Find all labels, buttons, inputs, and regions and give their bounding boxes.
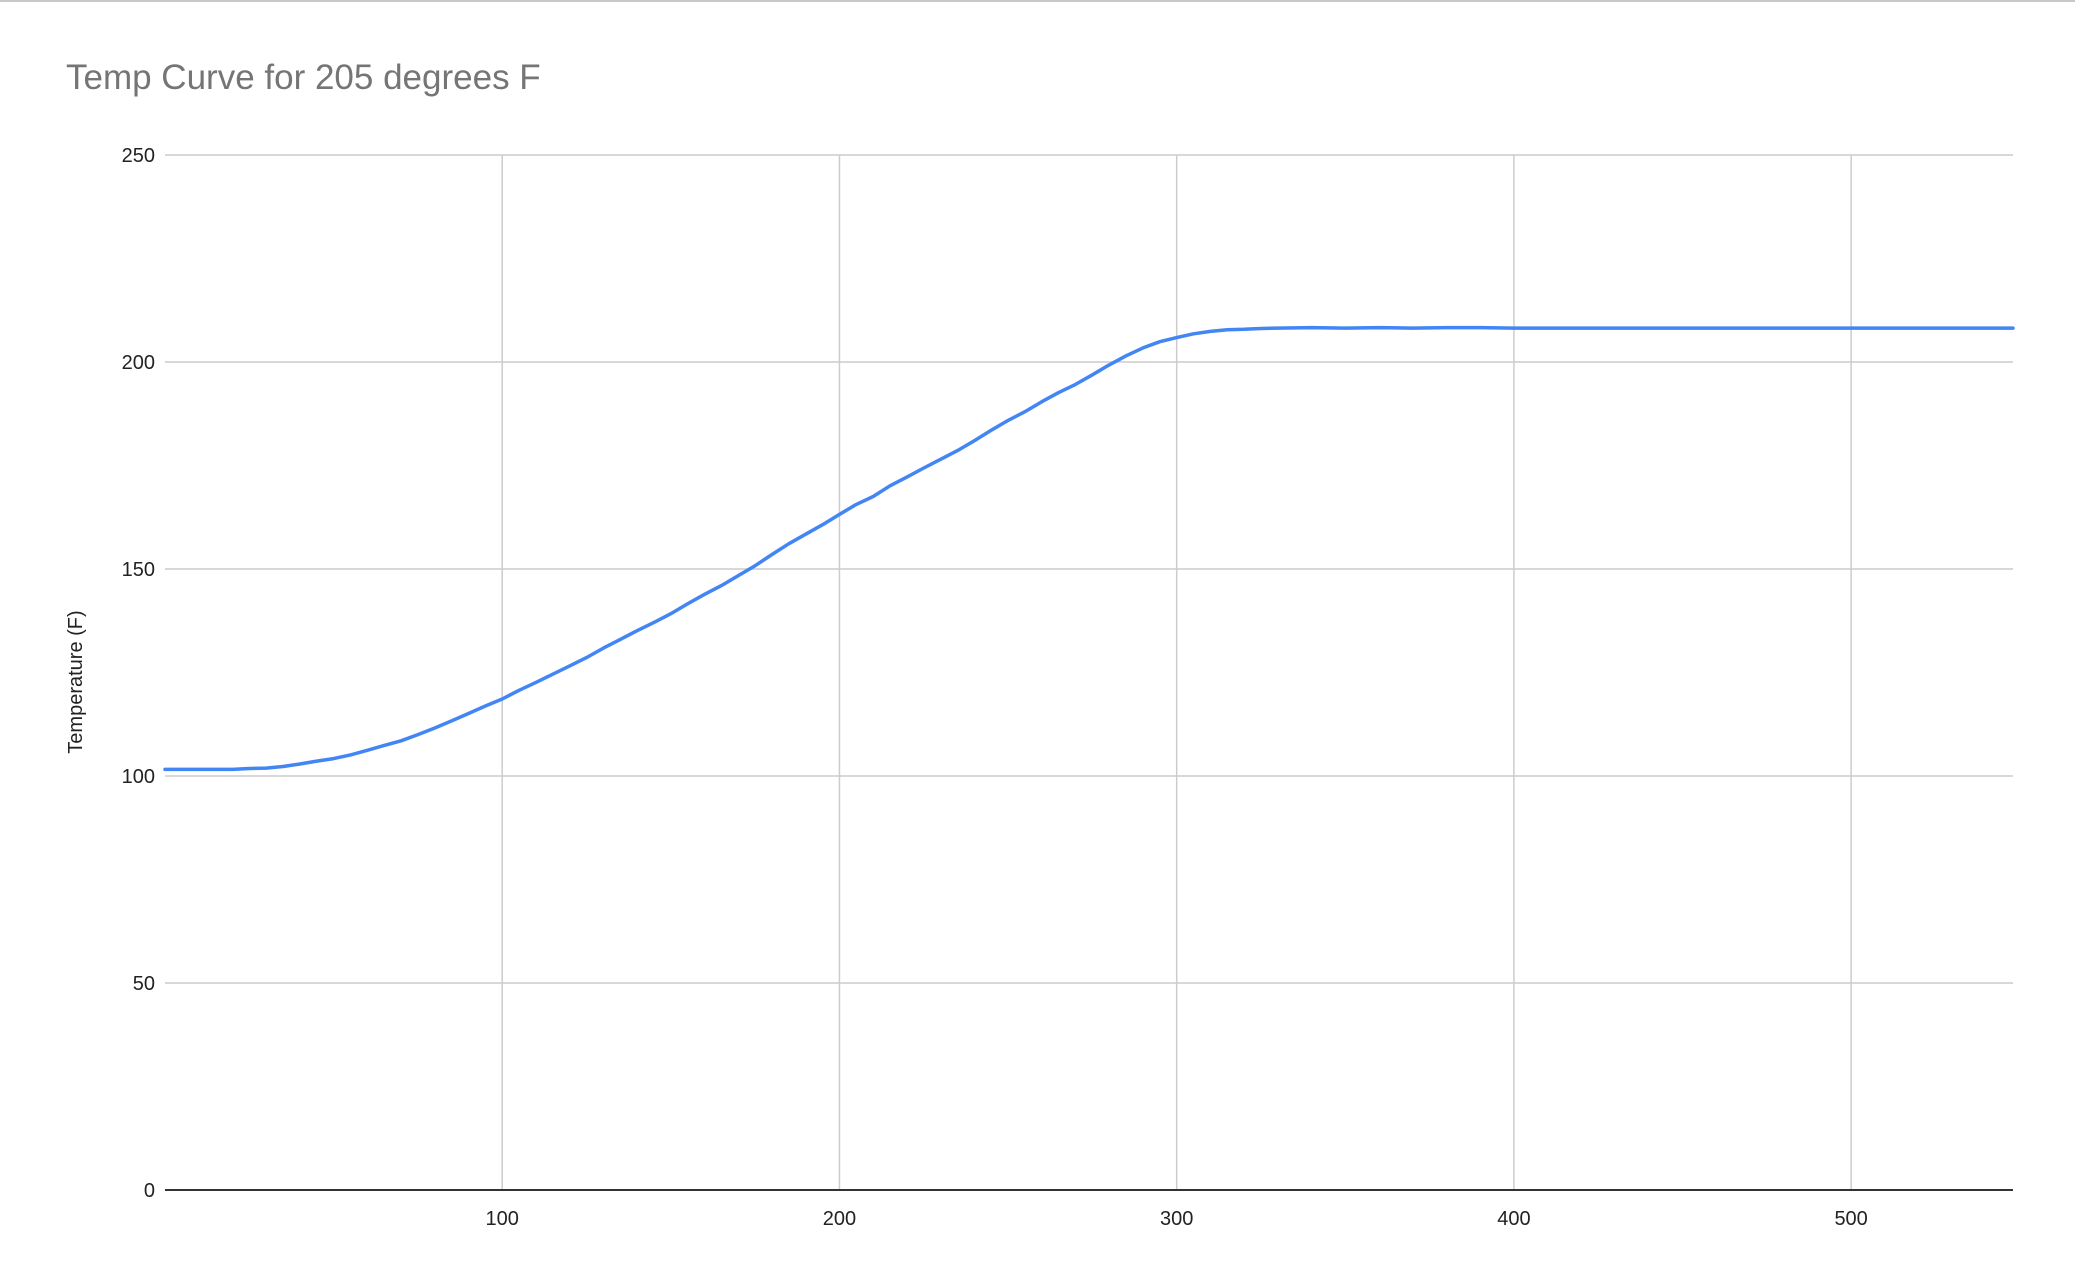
- series-layer: [163, 325, 2015, 772]
- y-tick-label: 50: [133, 973, 155, 995]
- gridlines: [165, 154, 2013, 1190]
- top-border: [0, 0, 2075, 2]
- x-tick-label: 400: [1497, 1208, 1530, 1230]
- y-tick-label: 200: [122, 352, 155, 374]
- y-tick-label: 0: [144, 1180, 155, 1202]
- series-line-0: [163, 325, 2015, 772]
- x-tick-label: 200: [823, 1208, 856, 1230]
- y-tick-label: 250: [122, 145, 155, 167]
- x-tick-label: 500: [1834, 1208, 1867, 1230]
- y-axis-title: Temperature (F): [65, 610, 87, 753]
- x-tick-label: 100: [486, 1208, 519, 1230]
- chart-title: Temp Curve for 205 degrees F: [66, 58, 541, 97]
- y-tick-label: 150: [122, 559, 155, 581]
- x-tick-label: 300: [1160, 1208, 1193, 1230]
- tick-labels: 0 50 100 150 200 250 100 200 300 400 500: [122, 145, 1868, 1230]
- y-tick-label: 100: [122, 766, 155, 788]
